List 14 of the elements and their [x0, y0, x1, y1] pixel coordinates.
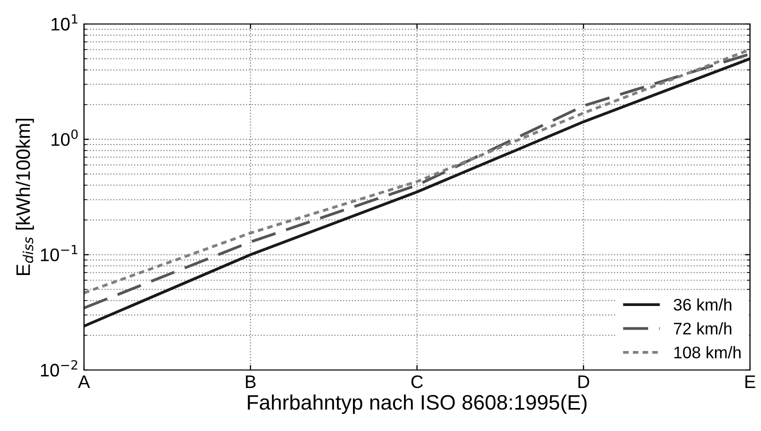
x-tick-label: D [578, 376, 590, 388]
y-tick-label: 10$^{−1}$ [40, 244, 78, 262]
y-tick-label: 10$^{1}$ [52, 14, 78, 31]
y-tick-label: 10$^{−2}$ [40, 360, 78, 377]
y-tick-label: 10$^{0}$ [52, 129, 78, 146]
x-tick-label: B [246, 376, 256, 388]
legend-label: 72 km/h [674, 322, 732, 335]
x-tick-label: E [745, 376, 756, 388]
y-axis-title: E$_{diss}$ [kWh/100km] [16, 118, 34, 276]
x-tick-label: C [411, 375, 423, 388]
legend-label: 36 km/h [674, 298, 732, 311]
legend-label: 108 km/h [674, 346, 741, 358]
x-tick-label: A [78, 376, 90, 388]
x-axis-title: Fahrbahntyp nach ISO 8608:1995(E) [248, 394, 587, 414]
